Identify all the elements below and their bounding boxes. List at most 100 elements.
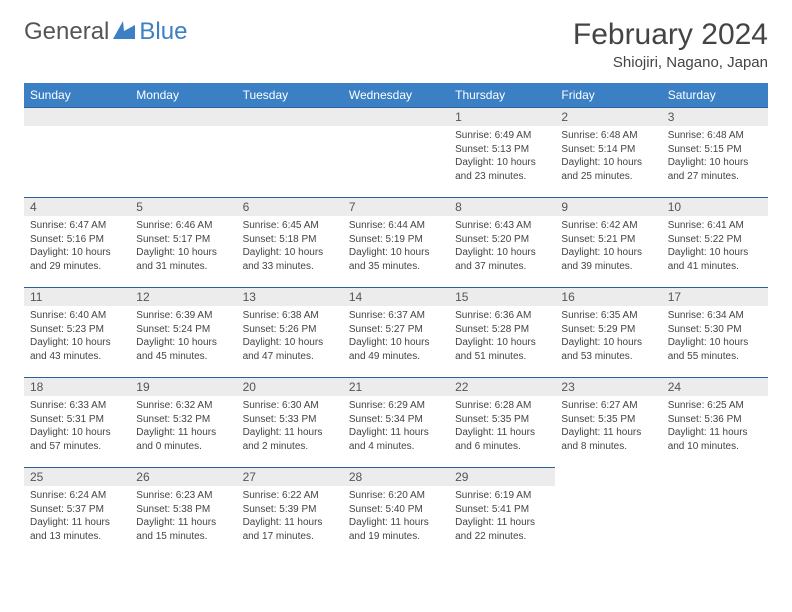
calendar-cell <box>343 108 449 198</box>
calendar-cell: 27Sunrise: 6:22 AMSunset: 5:39 PMDayligh… <box>237 468 343 558</box>
calendar-cell: 1Sunrise: 6:49 AMSunset: 5:13 PMDaylight… <box>449 108 555 198</box>
calendar-cell: 29Sunrise: 6:19 AMSunset: 5:41 PMDayligh… <box>449 468 555 558</box>
day-content: Sunrise: 6:28 AMSunset: 5:35 PMDaylight:… <box>449 396 555 456</box>
day-content: Sunrise: 6:20 AMSunset: 5:40 PMDaylight:… <box>343 486 449 546</box>
day-content: Sunrise: 6:47 AMSunset: 5:16 PMDaylight:… <box>24 216 130 276</box>
day-content: Sunrise: 6:19 AMSunset: 5:41 PMDaylight:… <box>449 486 555 546</box>
day-number: 24 <box>662 378 768 396</box>
day-number: 20 <box>237 378 343 396</box>
empty-day-strip <box>24 108 130 126</box>
calendar-cell: 20Sunrise: 6:30 AMSunset: 5:33 PMDayligh… <box>237 378 343 468</box>
day-number: 15 <box>449 288 555 306</box>
calendar-cell: 7Sunrise: 6:44 AMSunset: 5:19 PMDaylight… <box>343 198 449 288</box>
day-content: Sunrise: 6:45 AMSunset: 5:18 PMDaylight:… <box>237 216 343 276</box>
day-number: 16 <box>555 288 661 306</box>
calendar-cell: 17Sunrise: 6:34 AMSunset: 5:30 PMDayligh… <box>662 288 768 378</box>
day-content: Sunrise: 6:24 AMSunset: 5:37 PMDaylight:… <box>24 486 130 546</box>
weekday-header: Saturday <box>662 83 768 108</box>
day-number: 5 <box>130 198 236 216</box>
day-number: 27 <box>237 468 343 486</box>
location: Shiojiri, Nagano, Japan <box>573 54 768 71</box>
weekday-header: Thursday <box>449 83 555 108</box>
day-number: 19 <box>130 378 236 396</box>
calendar-cell: 15Sunrise: 6:36 AMSunset: 5:28 PMDayligh… <box>449 288 555 378</box>
calendar-cell: 16Sunrise: 6:35 AMSunset: 5:29 PMDayligh… <box>555 288 661 378</box>
empty-day-strip <box>343 108 449 126</box>
day-content: Sunrise: 6:30 AMSunset: 5:33 PMDaylight:… <box>237 396 343 456</box>
day-number: 23 <box>555 378 661 396</box>
logo-icon <box>113 18 135 46</box>
calendar-cell <box>130 108 236 198</box>
weekday-header: Tuesday <box>237 83 343 108</box>
calendar-cell: 13Sunrise: 6:38 AMSunset: 5:26 PMDayligh… <box>237 288 343 378</box>
calendar-table: SundayMondayTuesdayWednesdayThursdayFrid… <box>24 83 768 558</box>
day-number: 9 <box>555 198 661 216</box>
weekday-header: Wednesday <box>343 83 449 108</box>
calendar-cell <box>662 468 768 558</box>
day-content: Sunrise: 6:23 AMSunset: 5:38 PMDaylight:… <box>130 486 236 546</box>
logo-text-1: General <box>24 18 109 46</box>
day-content: Sunrise: 6:32 AMSunset: 5:32 PMDaylight:… <box>130 396 236 456</box>
calendar-cell: 28Sunrise: 6:20 AMSunset: 5:40 PMDayligh… <box>343 468 449 558</box>
calendar-cell: 11Sunrise: 6:40 AMSunset: 5:23 PMDayligh… <box>24 288 130 378</box>
day-number: 11 <box>24 288 130 306</box>
empty-day-strip <box>130 108 236 126</box>
calendar-cell: 5Sunrise: 6:46 AMSunset: 5:17 PMDaylight… <box>130 198 236 288</box>
calendar-cell: 8Sunrise: 6:43 AMSunset: 5:20 PMDaylight… <box>449 198 555 288</box>
day-content: Sunrise: 6:41 AMSunset: 5:22 PMDaylight:… <box>662 216 768 276</box>
day-content: Sunrise: 6:39 AMSunset: 5:24 PMDaylight:… <box>130 306 236 366</box>
day-number: 29 <box>449 468 555 486</box>
calendar-cell: 19Sunrise: 6:32 AMSunset: 5:32 PMDayligh… <box>130 378 236 468</box>
day-content: Sunrise: 6:46 AMSunset: 5:17 PMDaylight:… <box>130 216 236 276</box>
day-content: Sunrise: 6:42 AMSunset: 5:21 PMDaylight:… <box>555 216 661 276</box>
day-number: 1 <box>449 108 555 126</box>
day-number: 7 <box>343 198 449 216</box>
calendar-cell: 3Sunrise: 6:48 AMSunset: 5:15 PMDaylight… <box>662 108 768 198</box>
calendar-cell: 12Sunrise: 6:39 AMSunset: 5:24 PMDayligh… <box>130 288 236 378</box>
day-number: 4 <box>24 198 130 216</box>
empty-day-strip <box>237 108 343 126</box>
month-title: February 2024 <box>573 18 768 52</box>
day-number: 12 <box>130 288 236 306</box>
day-number: 10 <box>662 198 768 216</box>
day-number: 25 <box>24 468 130 486</box>
day-content: Sunrise: 6:48 AMSunset: 5:15 PMDaylight:… <box>662 126 768 186</box>
day-content: Sunrise: 6:38 AMSunset: 5:26 PMDaylight:… <box>237 306 343 366</box>
calendar-cell: 10Sunrise: 6:41 AMSunset: 5:22 PMDayligh… <box>662 198 768 288</box>
day-number: 28 <box>343 468 449 486</box>
calendar-cell: 23Sunrise: 6:27 AMSunset: 5:35 PMDayligh… <box>555 378 661 468</box>
day-content: Sunrise: 6:33 AMSunset: 5:31 PMDaylight:… <box>24 396 130 456</box>
weekday-header: Monday <box>130 83 236 108</box>
calendar-cell: 22Sunrise: 6:28 AMSunset: 5:35 PMDayligh… <box>449 378 555 468</box>
calendar-cell: 26Sunrise: 6:23 AMSunset: 5:38 PMDayligh… <box>130 468 236 558</box>
day-number: 2 <box>555 108 661 126</box>
day-number: 3 <box>662 108 768 126</box>
weekday-header: Sunday <box>24 83 130 108</box>
day-content: Sunrise: 6:34 AMSunset: 5:30 PMDaylight:… <box>662 306 768 366</box>
day-content: Sunrise: 6:44 AMSunset: 5:19 PMDaylight:… <box>343 216 449 276</box>
day-number: 17 <box>662 288 768 306</box>
day-content: Sunrise: 6:29 AMSunset: 5:34 PMDaylight:… <box>343 396 449 456</box>
day-number: 21 <box>343 378 449 396</box>
calendar-cell: 21Sunrise: 6:29 AMSunset: 5:34 PMDayligh… <box>343 378 449 468</box>
calendar-cell: 24Sunrise: 6:25 AMSunset: 5:36 PMDayligh… <box>662 378 768 468</box>
calendar-cell: 9Sunrise: 6:42 AMSunset: 5:21 PMDaylight… <box>555 198 661 288</box>
logo: General Blue <box>24 18 187 46</box>
day-content: Sunrise: 6:48 AMSunset: 5:14 PMDaylight:… <box>555 126 661 186</box>
day-content: Sunrise: 6:36 AMSunset: 5:28 PMDaylight:… <box>449 306 555 366</box>
day-content: Sunrise: 6:49 AMSunset: 5:13 PMDaylight:… <box>449 126 555 186</box>
calendar-cell: 6Sunrise: 6:45 AMSunset: 5:18 PMDaylight… <box>237 198 343 288</box>
calendar-cell <box>24 108 130 198</box>
day-number: 6 <box>237 198 343 216</box>
weekday-header: Friday <box>555 83 661 108</box>
day-number: 22 <box>449 378 555 396</box>
day-content: Sunrise: 6:27 AMSunset: 5:35 PMDaylight:… <box>555 396 661 456</box>
day-content: Sunrise: 6:43 AMSunset: 5:20 PMDaylight:… <box>449 216 555 276</box>
day-content: Sunrise: 6:25 AMSunset: 5:36 PMDaylight:… <box>662 396 768 456</box>
day-number: 26 <box>130 468 236 486</box>
logo-text-2: Blue <box>139 18 187 46</box>
day-content: Sunrise: 6:22 AMSunset: 5:39 PMDaylight:… <box>237 486 343 546</box>
calendar-cell: 4Sunrise: 6:47 AMSunset: 5:16 PMDaylight… <box>24 198 130 288</box>
day-number: 18 <box>24 378 130 396</box>
day-content: Sunrise: 6:40 AMSunset: 5:23 PMDaylight:… <box>24 306 130 366</box>
